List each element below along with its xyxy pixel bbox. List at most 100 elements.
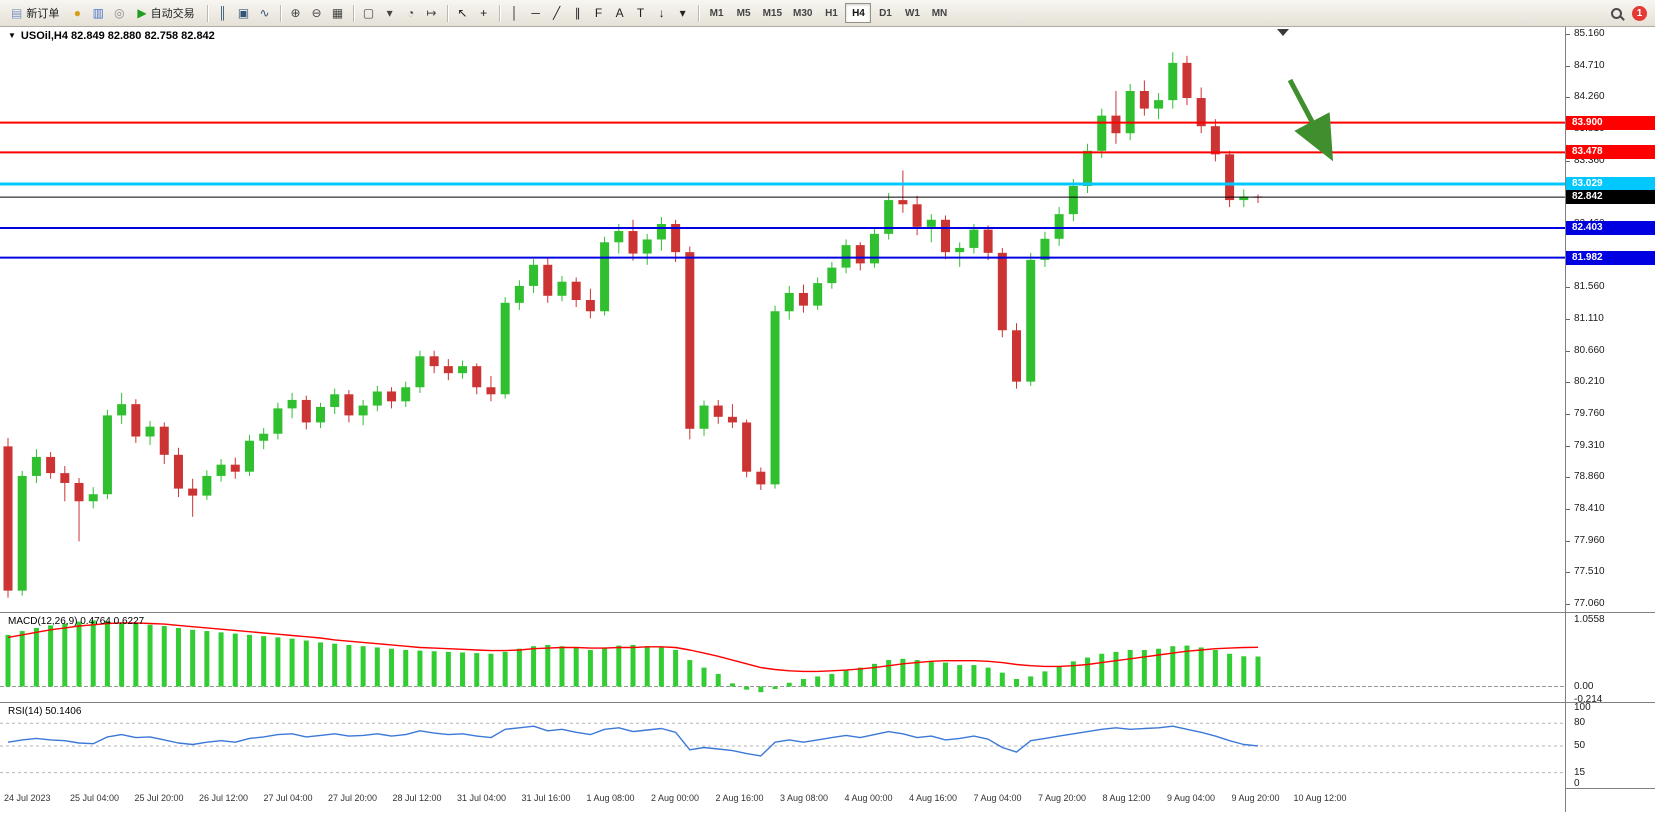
price-tick-label: 79.310 [1574,439,1605,451]
price-tick-label: 78.860 [1574,471,1605,483]
line-chart-type-icon: ∿ [259,6,270,20]
price-tick [1566,160,1570,162]
time-axis-label: 31 Jul 16:00 [521,793,571,803]
price-tick-label: 79.760 [1574,408,1605,419]
time-axis[interactable]: 24 Jul 2023 25 Jul 04:00 25 Jul 20:00 26 Ju… [0,788,1565,812]
fibonacci-icon: F [594,6,603,20]
price-tick [1566,540,1570,542]
rsi-indicator-label: RSI(14) 50.1406 [8,706,82,717]
trend-arrow-annotation[interactable] [1287,78,1334,162]
search-icon-handle [1619,14,1625,21]
price-badge-83.900: 83.900 [1566,115,1655,130]
price-tick-label: 84.260 [1574,91,1605,103]
chart-legend-text: USOil,H4 82.849 82.880 82.758 82.842 [20,30,215,42]
arrows-tool-icon: ↓ [658,6,665,20]
time-axis-label: 25 Jul 20:00 [134,793,184,803]
price-badge-82.842: 82.842 [1566,190,1655,205]
new-chart-icon[interactable]: ▢ [359,3,379,24]
time-axis-label: 8 Aug 12:00 [1102,793,1151,803]
chart-shift-icon: ↦ [426,6,437,20]
timeframe-mn[interactable]: MN [926,3,952,23]
trendline-icon[interactable]: ╱ [547,3,567,24]
main-toolbar: ▤ 新订单 ● ▥ ◎ ▶ 自动交易 ║ ▣ ∿ ⊕ ⊖ ▦ ▢ ▾ ◔ ↦ ↖ + │ ─ ╱ ∥ F A T ↓ ▾ M1 M5 M15… [0,0,1655,27]
new-chart-dropdown-icon[interactable]: ▾ [380,3,400,24]
fibonacci-icon[interactable]: F [589,3,609,24]
timeframe-m5[interactable]: M5 [731,3,757,23]
zoom-out-icon: ⊖ [311,6,322,20]
price-tick [1566,319,1570,320]
vertical-line-icon[interactable]: │ [505,3,525,24]
search-icon-circle [1611,7,1622,19]
tile-windows-icon[interactable]: ▦ [328,3,348,24]
notification-badge[interactable]: 1 [1632,5,1647,21]
text-label-icon[interactable]: T [631,3,651,24]
chart-legend: ▼ USOil,H4 82.849 82.880 82.758 82.842 [8,30,215,42]
timeframe-m1[interactable]: M1 [704,3,730,23]
price-tick-label: 78.410 [1574,503,1605,514]
one-click-trading-icon[interactable]: ▼ [8,31,16,40]
price-tick [1566,477,1570,479]
price-tick-label: 84.710 [1574,59,1605,71]
text-icon: A [615,6,624,20]
crosshair-icon[interactable]: + [474,3,494,24]
equidistant-channel-icon[interactable]: ∥ [568,3,588,24]
charts-grid-icon[interactable]: ▥ [88,3,108,24]
price-tick [1566,287,1570,289]
price-tick [1566,34,1570,35]
charts-grid-icon: ▥ [92,6,105,20]
price-scale[interactable]: 85.16084.71084.26083.81083.36082.91082.4… [1565,26,1655,812]
rsi-line [7,725,1259,757]
new-chart-dropdown-icon: ▾ [386,6,393,20]
text-icon[interactable]: A [610,3,630,24]
zoom-in-icon[interactable]: ⊕ [286,3,306,24]
price-tick [1566,572,1570,574]
time-axis-label: 4 Aug 16:00 [908,793,958,803]
line-chart-type-icon[interactable]: ∿ [255,3,275,24]
price-tick-label: 80.210 [1574,376,1605,388]
price-chart-canvas[interactable] [0,26,1565,812]
toolbar-separator [206,4,208,22]
timeframe-d1[interactable]: D1 [872,3,898,23]
price-tick-label: 77.960 [1574,534,1605,546]
price-badge-82.403: 82.403 [1566,221,1655,235]
time-axis-label: 25 Jul 04:00 [69,793,120,803]
macd-scale-label: 1.0558 [1574,614,1605,625]
bar-chart-type-icon[interactable]: ║ [213,3,233,24]
chart-shift-marker-icon[interactable] [1277,29,1289,36]
time-axis-label: 10 Aug 12:00 [1293,793,1347,803]
timeframe-h4[interactable]: H4 [845,3,872,23]
chart-shift-icon[interactable]: ↦ [422,3,442,24]
candles-layer [3,52,1263,598]
panel-separator-ext [1566,612,1655,613]
zoom-out-icon[interactable]: ⊖ [307,3,327,24]
timeframe-m15[interactable]: M15 [758,3,787,23]
search-icon[interactable] [1608,5,1625,22]
rsi-scale-label: 0 [1574,778,1580,789]
price-tick [1566,604,1570,605]
profiles-icon[interactable]: ◔ [401,3,421,24]
cursor-icon[interactable]: ↖ [453,3,473,24]
arrows-tool-icon[interactable]: ↓ [652,3,672,24]
price-tick [1566,65,1570,67]
data-window-icon[interactable]: ◎ [109,3,129,24]
time-axis-label: 27 Jul 04:00 [263,793,313,803]
time-axis-label: 1 Aug 08:00 [586,793,635,803]
new-chart-icon: ▢ [362,6,375,20]
time-axis-label: 27 Jul 20:00 [327,793,378,803]
horizontal-line-icon[interactable]: ─ [526,3,546,24]
tools-dropdown-icon[interactable]: ▾ [673,3,693,24]
toolbar-separator [446,4,448,22]
new-order-button[interactable]: ▤ 新订单 [4,3,66,24]
candlestick-chart-type-icon[interactable]: ▣ [234,3,254,24]
timeframe-h1[interactable]: H1 [818,3,844,23]
market-watch-icon[interactable]: ● [67,3,87,24]
macd-signal-line [7,622,1259,673]
rsi-scale-label: 100 [1574,702,1591,713]
timeframe-w1[interactable]: W1 [899,3,925,23]
panel-separator-ext [1566,788,1655,789]
timeframe-m30[interactable]: M30 [788,3,817,23]
price-tick [1566,97,1570,99]
auto-trading-button[interactable]: ▶ 自动交易 [130,3,201,24]
toolbar-separator [352,4,354,22]
